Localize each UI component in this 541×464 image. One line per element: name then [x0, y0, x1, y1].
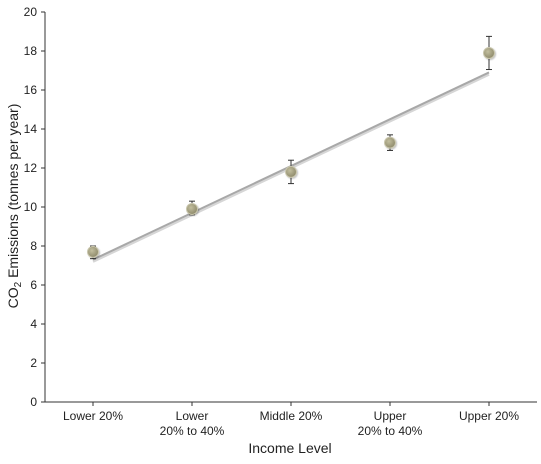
x-axis-title: Income Level [248, 440, 331, 456]
x-tick-label-line: Upper 20% [459, 409, 519, 423]
axes [41, 11, 537, 406]
x-tick-label: Lower 20% [63, 409, 123, 423]
y-tick-label: 18 [24, 44, 38, 58]
data-point [87, 245, 99, 258]
data-point [384, 136, 396, 149]
y-tick-label: 2 [30, 356, 37, 370]
x-tick-label: Middle 20% [260, 409, 323, 423]
error-bars [90, 35, 492, 260]
y-tick-label: 16 [24, 83, 38, 97]
y-tick-label: 8 [30, 239, 37, 253]
x-tick-label-line: Upper [374, 409, 407, 423]
y-tick-label: 20 [24, 5, 38, 19]
x-tick-label-line: Middle 20% [260, 409, 323, 423]
y-tick-label: 0 [30, 395, 37, 409]
y-tick-label: 4 [30, 317, 37, 331]
x-tick-label-line: 20% to 40% [160, 424, 225, 438]
x-tick-label: Upper 20% to 40% [358, 409, 423, 438]
x-tick-label-line: Lower [176, 409, 209, 423]
y-axis-title-sub: 2 [13, 281, 24, 287]
x-tick-label-line: Lower 20% [63, 409, 123, 423]
data-point [186, 202, 198, 215]
y-tick-label: 6 [30, 278, 37, 292]
x-tick-label-line: 20% to 40% [358, 424, 423, 438]
y-axis-title-main: CO [5, 287, 21, 308]
y-tick-label: 10 [24, 200, 38, 214]
y-tick-label: 12 [24, 161, 38, 175]
y-tick-label: 14 [24, 122, 38, 136]
x-tick-label: Upper 20% [459, 409, 519, 423]
data-point [483, 46, 495, 59]
data-point [285, 165, 297, 178]
y-axis-title: CO2 Emissions (tonnes per year) [5, 104, 24, 309]
data-points [87, 46, 495, 258]
y-axis-title-rest: Emissions (tonnes per year) [5, 104, 21, 282]
x-tick-label: Lower 20% to 40% [160, 409, 225, 438]
